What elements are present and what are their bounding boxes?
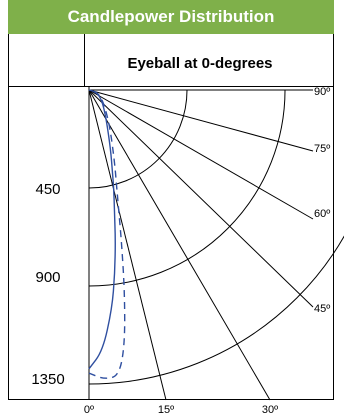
grid-ray-30 xyxy=(88,89,271,401)
grid-ray-60 xyxy=(88,89,314,220)
chart-title: Candlepower Distribution xyxy=(8,0,334,34)
angle-tick-label: 90º xyxy=(314,86,330,98)
angle-tick-label: 60º xyxy=(314,208,330,220)
angle-tick-label: 45º xyxy=(314,303,330,315)
angle-tick-label: 75º xyxy=(314,143,330,155)
grid-arc-900 xyxy=(88,89,286,287)
radial-tick-label: 1350 xyxy=(31,371,64,388)
angle-tick-label: 0º xyxy=(84,404,94,416)
grid-ray-75 xyxy=(88,89,314,152)
chart-subtitle: Eyeball at 0-degrees xyxy=(127,55,272,72)
polar-chart: Eyeball at 0-degrees 450 900 1350 0º 15º… xyxy=(8,34,344,416)
grid-ray-45 xyxy=(88,89,314,308)
radial-tick-label: 900 xyxy=(35,269,60,286)
candlepower-curve-solid xyxy=(88,89,116,370)
angle-tick-label: 30º xyxy=(262,404,278,416)
grid-arc-1350 xyxy=(88,235,344,385)
grid-ray-15 xyxy=(88,89,167,401)
grid-arc-450 xyxy=(88,89,188,189)
candlepower-curve-dashed xyxy=(88,89,126,379)
chart-frame: Candlepower Distribution Eyeball at 0-de… xyxy=(8,0,344,416)
angle-tick-label: 15º xyxy=(158,404,174,416)
radial-tick-label: 450 xyxy=(35,181,60,198)
